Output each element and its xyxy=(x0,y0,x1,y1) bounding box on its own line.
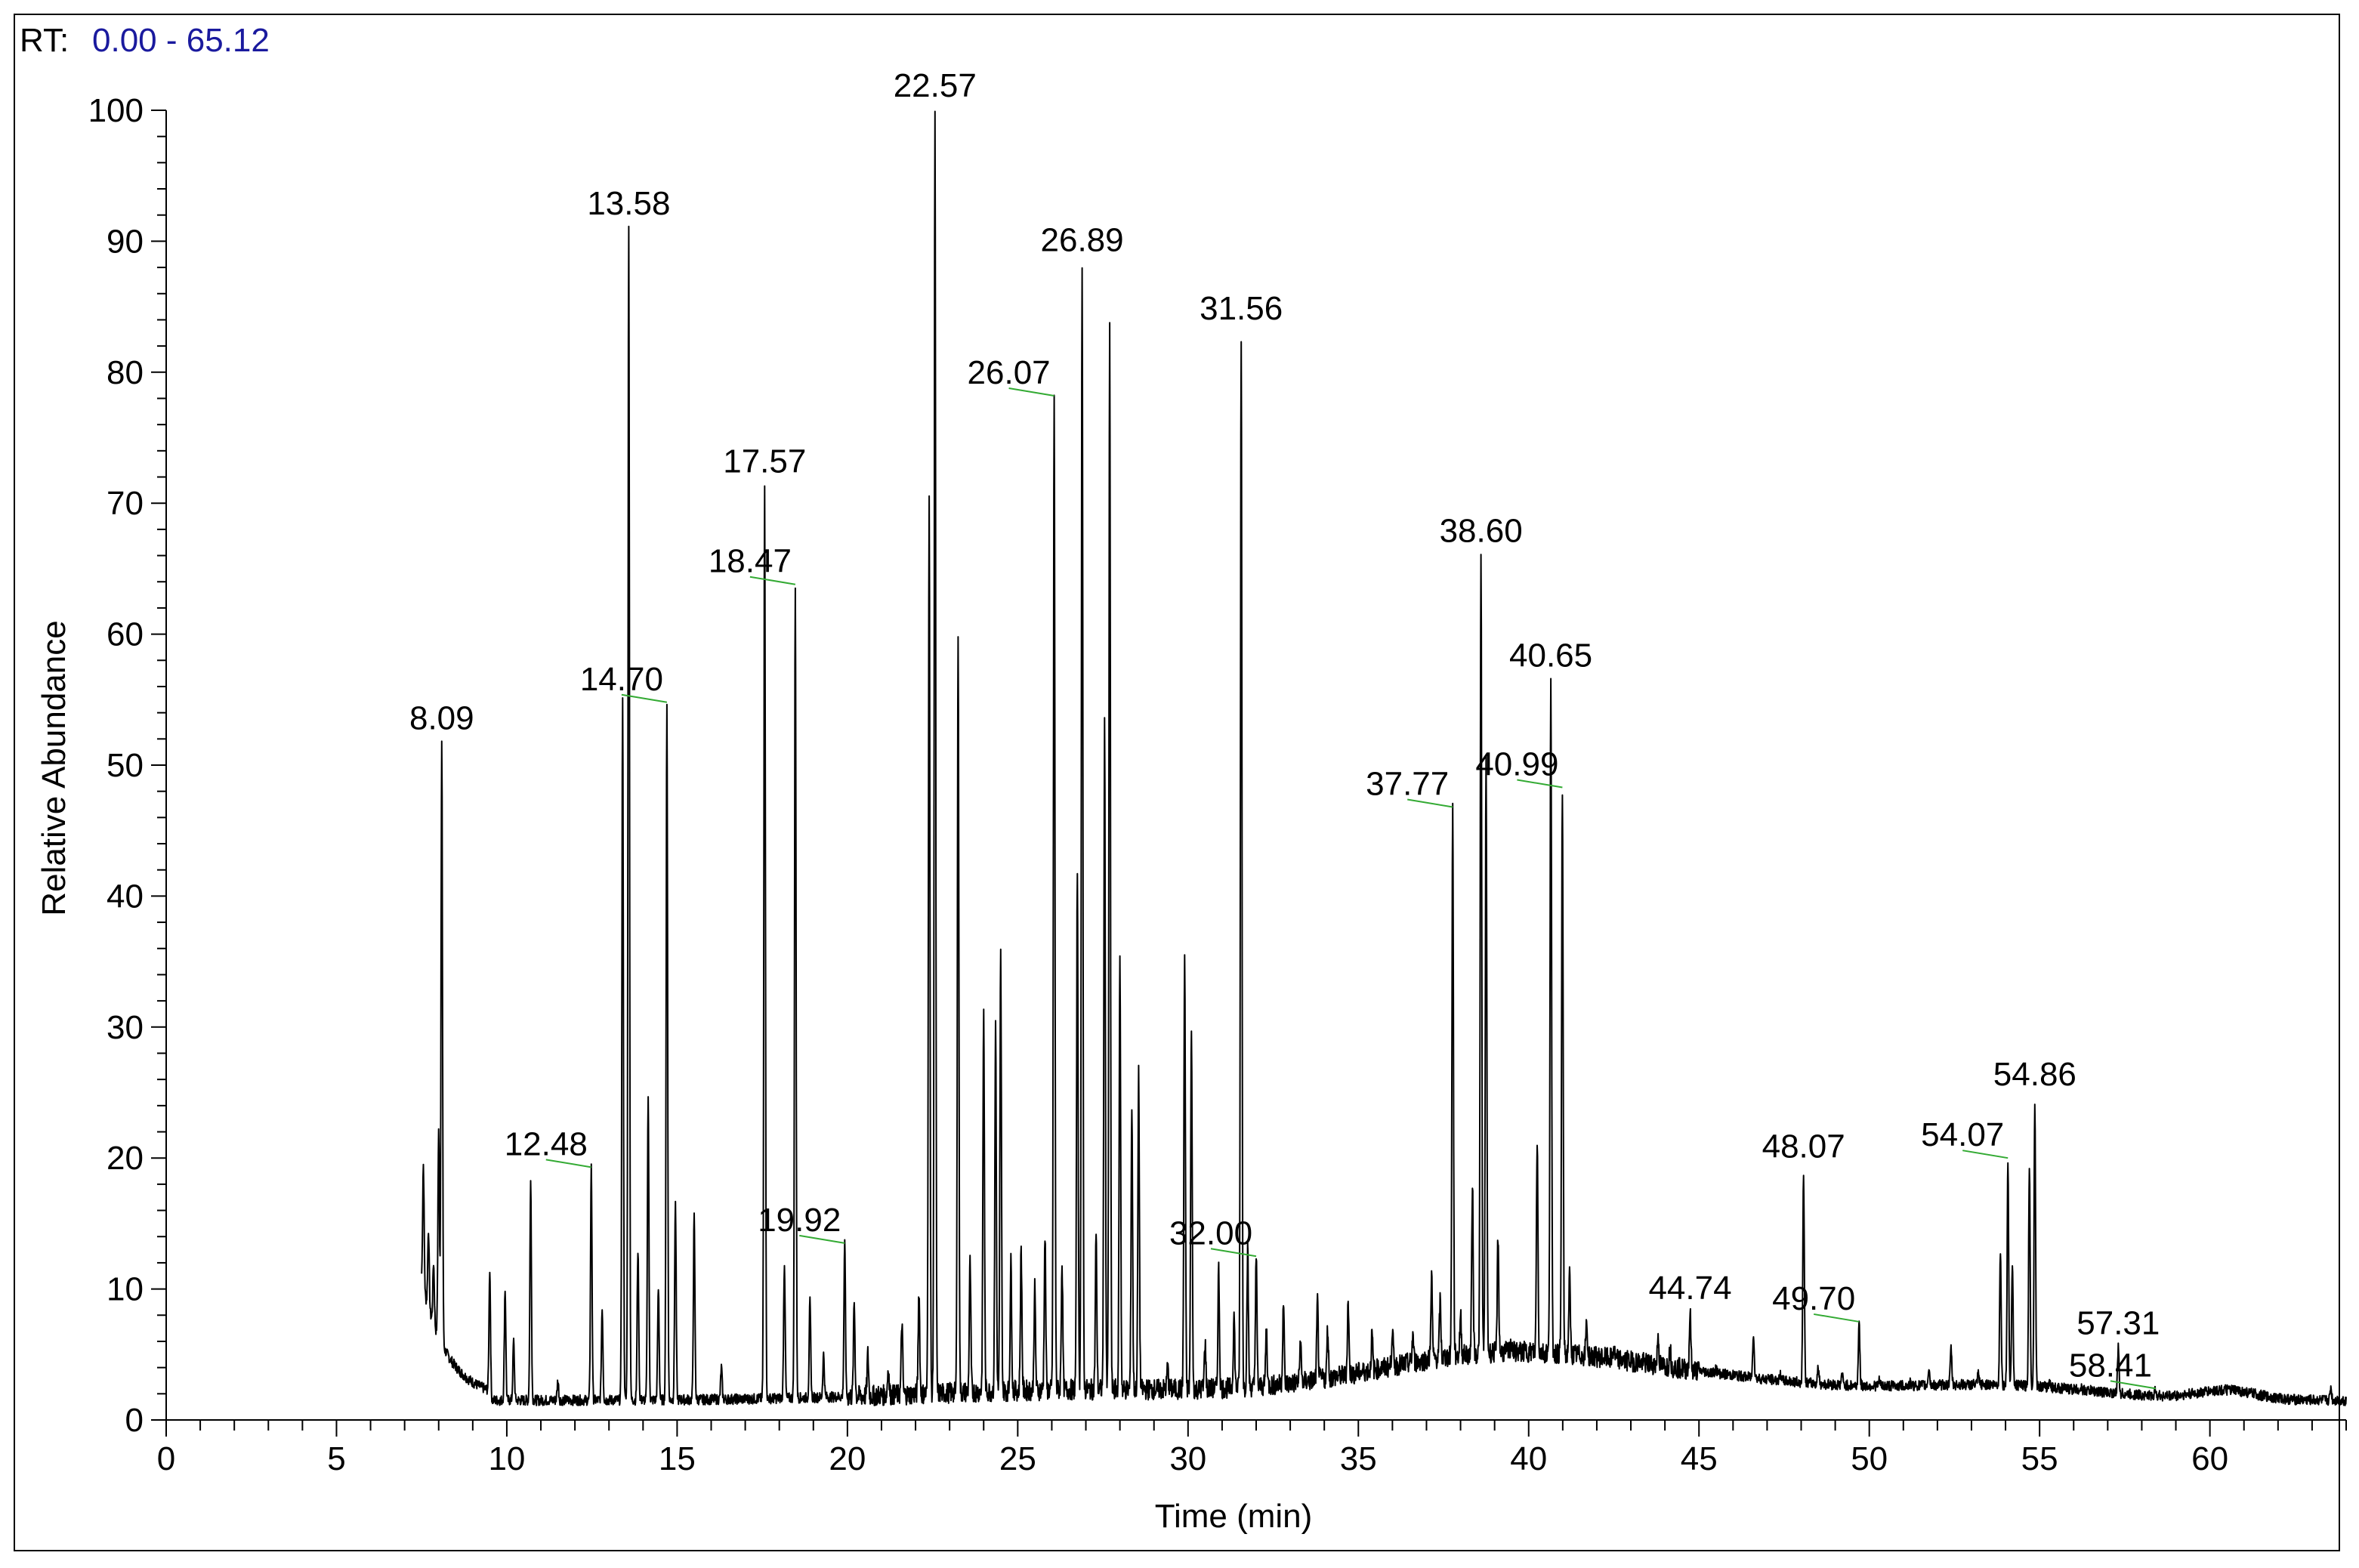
peak-label: 26.89 xyxy=(1041,222,1124,259)
rt-range: 0.00 - 65.12 xyxy=(92,22,270,59)
peak-label: 40.99 xyxy=(1475,745,1558,782)
x-tick-label: 5 xyxy=(327,1440,345,1477)
peak-label: 22.57 xyxy=(894,67,977,104)
peak-label: 8.09 xyxy=(409,700,474,737)
y-tick-label: 90 xyxy=(107,223,144,260)
y-tick-label: 20 xyxy=(107,1140,144,1177)
x-axis-title: Time (min) xyxy=(1155,1498,1313,1535)
peak-label: 18.47 xyxy=(709,543,792,580)
peak-label-leader xyxy=(1210,1248,1257,1258)
peak-label-leader xyxy=(1962,1150,2009,1159)
y-tick-label: 70 xyxy=(107,485,144,522)
y-tick-label: 40 xyxy=(107,878,144,915)
peak-label-leader xyxy=(1517,779,1563,789)
x-tick-label: 30 xyxy=(1169,1440,1206,1477)
chart-frame xyxy=(14,14,2340,1551)
x-tick-label: 15 xyxy=(659,1440,696,1477)
x-tick-label: 40 xyxy=(1510,1440,1547,1477)
rt-prefix: RT: xyxy=(20,22,69,59)
y-tick-label: 50 xyxy=(107,747,144,784)
peak-label-leader xyxy=(1813,1313,1860,1323)
peak-label-leader xyxy=(1407,798,1453,808)
y-tick-label: 80 xyxy=(107,354,144,391)
x-tick-label: 25 xyxy=(999,1440,1036,1477)
peak-label: 40.65 xyxy=(1509,637,1592,674)
peak-label: 38.60 xyxy=(1440,513,1523,550)
peak-label: 26.07 xyxy=(968,354,1051,391)
peak-label-leader xyxy=(2110,1380,2157,1390)
peak-label-leader xyxy=(621,693,668,703)
peak-label: 44.74 xyxy=(1648,1270,1731,1307)
peak-label: 54.07 xyxy=(1921,1116,2004,1153)
y-tick-label: 0 xyxy=(125,1402,144,1439)
peak-label-leader xyxy=(1008,387,1054,397)
peak-labels: 8.09 12.48 13.58 14.70 17.57 18.47 19.92 22.57 2… xyxy=(409,67,2160,1390)
peak-label: 19.92 xyxy=(758,1202,841,1239)
x-tick-label: 50 xyxy=(1851,1440,1888,1477)
x-tick-label: 60 xyxy=(2191,1440,2228,1477)
y-tick-label: 60 xyxy=(107,616,144,653)
peak-label-leader xyxy=(749,576,796,585)
peak-label: 57.31 xyxy=(2076,1305,2160,1342)
peak-label: 37.77 xyxy=(1366,765,1449,802)
peak-label: 13.58 xyxy=(587,185,670,222)
peak-label: 17.57 xyxy=(723,443,806,480)
ticks: 0 5 10 15 20 25 30 35 40 45 50 55 60 0 10 20 30 40 50 60 70 8… xyxy=(88,92,2347,1477)
peak-label: 12.48 xyxy=(505,1125,588,1162)
x-tick-label: 0 xyxy=(157,1440,175,1477)
peak-label-leader xyxy=(545,1159,591,1168)
x-tick-label: 55 xyxy=(2021,1440,2058,1477)
x-tick-label: 35 xyxy=(1340,1440,1377,1477)
chromatogram-trace xyxy=(421,110,2347,1406)
x-tick-label: 10 xyxy=(488,1440,525,1477)
peak-label-leader xyxy=(799,1234,845,1244)
x-tick-label: 45 xyxy=(1681,1440,1718,1477)
y-tick-label: 10 xyxy=(107,1271,144,1308)
x-tick-label: 20 xyxy=(829,1440,866,1477)
peak-label: 54.86 xyxy=(1993,1056,2076,1093)
peak-label: 32.00 xyxy=(1169,1215,1252,1252)
peak-label: 14.70 xyxy=(580,661,663,698)
peak-label: 58.41 xyxy=(2069,1347,2152,1384)
y-axis-title: Relative Abundance xyxy=(36,620,73,915)
peak-label: 31.56 xyxy=(1200,290,1283,327)
y-tick-label: 100 xyxy=(88,92,144,129)
peak-label: 49.70 xyxy=(1772,1280,1855,1317)
y-tick-label: 30 xyxy=(107,1009,144,1046)
peak-label: 48.07 xyxy=(1762,1128,1845,1165)
